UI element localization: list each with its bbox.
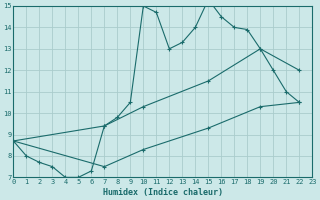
X-axis label: Humidex (Indice chaleur): Humidex (Indice chaleur): [103, 188, 223, 197]
